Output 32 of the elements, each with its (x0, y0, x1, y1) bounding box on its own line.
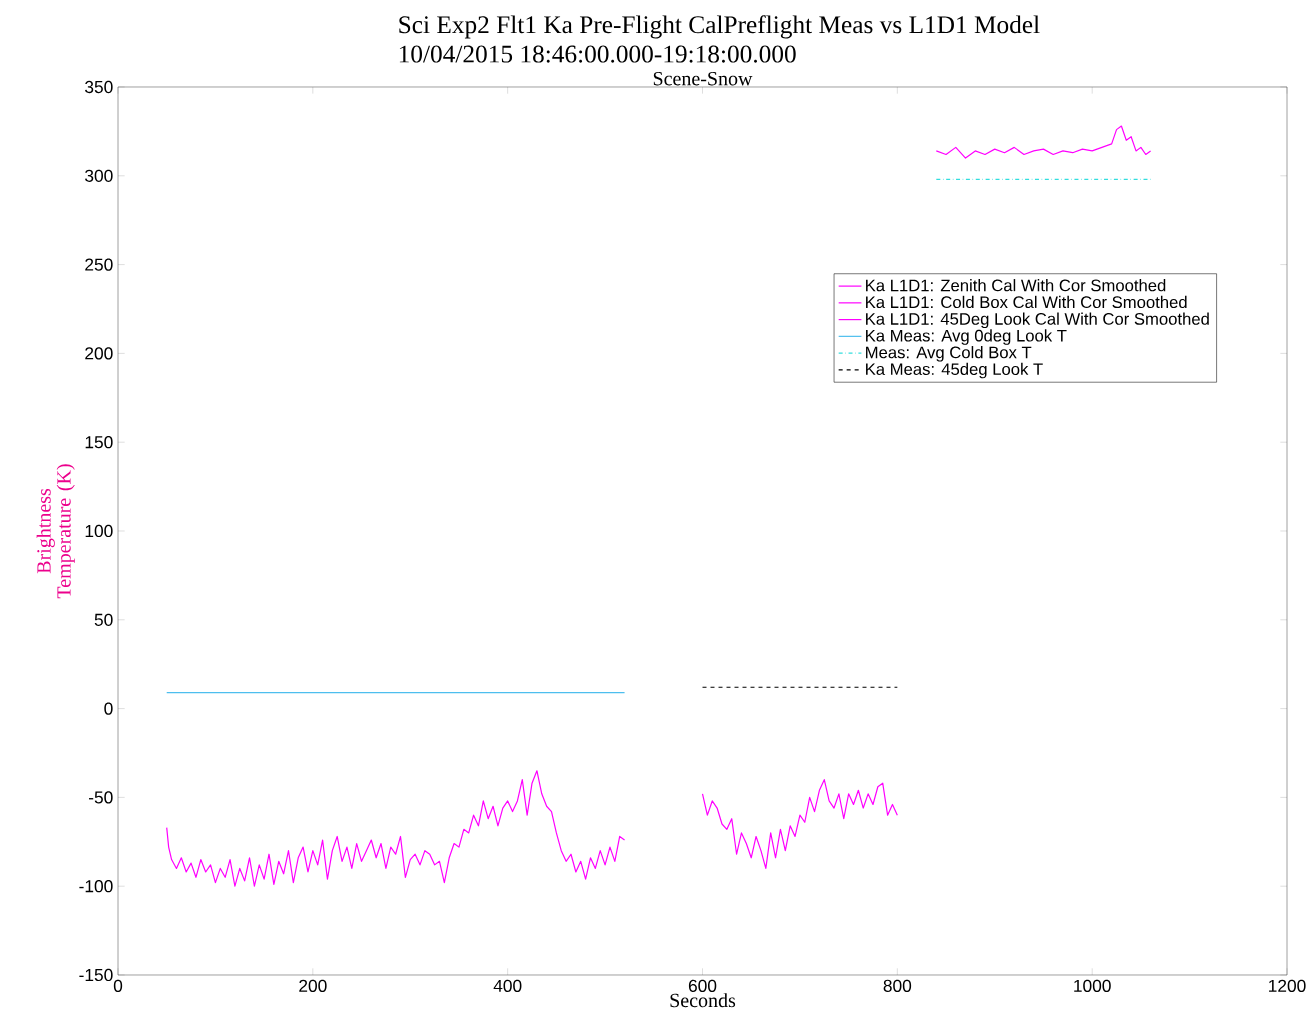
x-tick-label: 1200 (1269, 979, 1306, 992)
x-tick-label: 200 (299, 979, 327, 992)
y-tick-label: 300 (85, 169, 113, 182)
y-tick-label: 100 (85, 524, 113, 538)
legend-label: Ka Meas: Avg 0deg Look T (866, 329, 1067, 345)
x-tick-label: 600 (688, 979, 717, 992)
y-tick-label: 0 (104, 702, 113, 715)
x-tick-label: 0 (113, 979, 123, 992)
legend-label: Ka L1D1: Zenith Cal With Cor Smoothed (866, 279, 1166, 292)
legend-label: Ka L1D1: 45Deg Look Cal With Cor Smoothed (866, 312, 1209, 329)
chart-subtitle: 10/04/2015 18:46:00.000-19:18:00.000 (399, 45, 796, 63)
x-tick-label: 800 (883, 979, 912, 992)
x-tick-label: 1000 (1074, 979, 1111, 992)
text: Scene-Snow (653, 71, 753, 86)
line-series (166, 770, 626, 887)
y-tick-label: 250 (85, 258, 113, 271)
line-series (935, 125, 1152, 159)
y-tick-label: -50 (89, 791, 113, 804)
y-tick-label: 50 (94, 613, 113, 626)
y-tick-label: 200 (85, 347, 113, 360)
chart-title: Sci Exp2 Flt1 Ka Pre-Flight CalPreflight Meas vs L1D1 Model (399, 15, 1040, 39)
legend-label: Ka Meas: 45deg Look T (866, 362, 1043, 379)
legend-label: Ka L1D1: Cold Box Cal With Cor Smoothed (866, 295, 1187, 309)
y-tick-label: 350 (85, 80, 113, 94)
y-axis-title: Brightness Temperature (K) (36, 464, 75, 599)
x-tick-label: 400 (493, 979, 522, 992)
y-tick-label: 150 (85, 436, 113, 449)
y-tick-label: -150 (79, 968, 113, 982)
line-series (701, 779, 898, 870)
legend-label: Meas: Avg Cold Box T (866, 346, 1032, 362)
x-axis-title: Seconds (670, 993, 736, 1008)
y-tick-label: -100 (79, 880, 113, 893)
